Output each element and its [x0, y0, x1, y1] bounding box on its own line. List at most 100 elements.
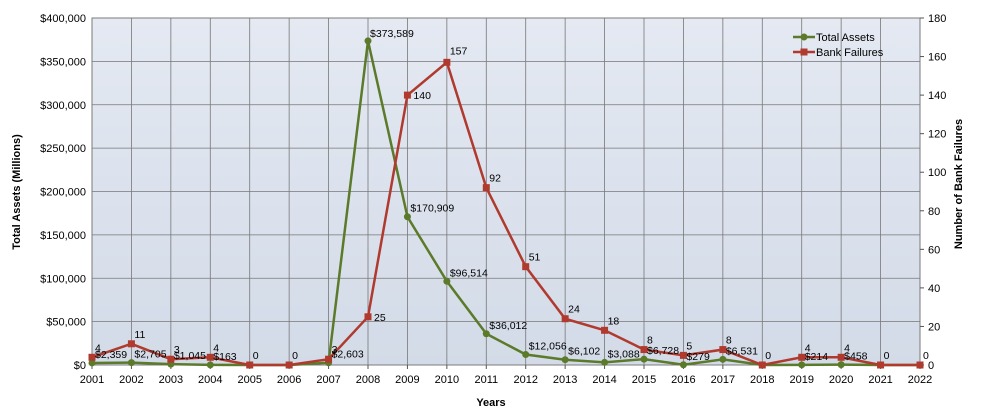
x-tick-label: 2018	[750, 374, 774, 386]
bank-failures-point	[443, 58, 451, 66]
bank-failures-point	[877, 361, 885, 369]
bank-failures-data-label: 3	[332, 344, 338, 356]
bank-failures-point	[916, 361, 924, 369]
total-assets-data-label: $6,531	[726, 345, 758, 357]
bank-failures-point	[798, 353, 806, 361]
x-tick-label: 2013	[553, 374, 577, 386]
x-axis-title: Years	[476, 397, 505, 409]
x-tick-label: 2007	[316, 374, 340, 386]
x-tick-label: 2012	[513, 374, 537, 386]
total-assets-data-label: $170,909	[410, 203, 454, 215]
total-assets-data-label: $3,088	[608, 348, 640, 360]
bank-failures-point	[522, 263, 530, 271]
y-right-tick-label: 180	[928, 13, 946, 25]
bank-failures-data-label: 0	[292, 350, 298, 362]
legend: Total Assets Bank Failures	[793, 32, 884, 59]
legend-label-total-assets: Total Assets	[816, 32, 875, 44]
x-tick-label: 2017	[711, 374, 735, 386]
y-left-tick-label: $100,000	[40, 273, 86, 285]
left-axis-ticks: $0 $50,000 $100,000 $150,000 $200,000 $250,00…	[40, 13, 86, 372]
x-tick-label: 2021	[868, 374, 892, 386]
x-tick-label: 2006	[277, 374, 301, 386]
y-left-tick-label: $400,000	[40, 13, 86, 25]
series-layer	[88, 37, 924, 369]
total-assets-point	[127, 359, 135, 367]
y-right-tick-label: 120	[928, 129, 946, 141]
x-tick-label: 2014	[592, 374, 616, 386]
total-assets-point	[679, 361, 687, 369]
bank-failures-point	[246, 361, 254, 369]
bank-failures-data-label: 140	[413, 90, 431, 102]
x-tick-label: 2016	[671, 374, 695, 386]
x-tick-label: 2010	[435, 374, 459, 386]
bank-failures-data-label: 4	[95, 342, 101, 354]
y-right-tick-label: 0	[928, 360, 934, 372]
bank-failures-data-label: 4	[844, 342, 850, 354]
y-right-tick-label: 60	[928, 244, 940, 256]
y-right-tick-label: 140	[928, 90, 946, 102]
x-tick-label: 2002	[119, 374, 143, 386]
legend-marker-total-assets	[800, 33, 808, 41]
total-assets-data-label: $163	[213, 351, 237, 363]
bank-failures-point	[206, 353, 214, 361]
bank-failures-point	[167, 355, 175, 363]
bank-failures-point	[285, 361, 293, 369]
total-assets-data-label: $6,728	[647, 345, 679, 357]
bank-failures-data-label: 0	[765, 350, 771, 362]
total-assets-point	[443, 277, 451, 285]
y-right-tick-label: 80	[928, 206, 940, 218]
bank-failures-point	[719, 346, 727, 354]
total-assets-point	[364, 37, 372, 45]
legend-label-bank-failures: Bank Failures	[816, 47, 884, 59]
total-assets-point	[206, 361, 214, 369]
bank-failures-point	[601, 326, 609, 334]
y-axis-left-title: Total Assets (Millions)	[11, 134, 23, 250]
x-tick-label: 2022	[908, 374, 932, 386]
total-assets-data-label: $373,589	[370, 28, 414, 40]
y-left-tick-label: $350,000	[40, 56, 86, 68]
right-axis-ticks: 0 20 40 60 80 100 120 140 160 180	[920, 13, 946, 372]
y-left-tick-label: $300,000	[40, 100, 86, 112]
y-left-tick-label: $250,000	[40, 143, 86, 155]
bank-failures-data-label: 5	[686, 340, 692, 352]
bank-failures-data-label: 0	[253, 350, 259, 362]
total-assets-point	[640, 355, 648, 363]
bank-failures-data-label: 4	[805, 342, 811, 354]
y-right-tick-label: 160	[928, 52, 946, 64]
bank-failures-point	[403, 91, 411, 99]
bank-failures-point	[127, 340, 135, 348]
x-tick-label: 2001	[80, 374, 104, 386]
total-assets-point	[522, 351, 530, 359]
bank-failures-data-label: 8	[647, 335, 653, 347]
bank-failures-data-label: 157	[450, 45, 468, 57]
bank-failures-point	[758, 361, 766, 369]
total-assets-data-label: $2,359	[95, 349, 127, 361]
total-assets-data-label: $36,012	[489, 320, 527, 332]
total-assets-data-label: $1,045	[174, 350, 206, 362]
total-assets-point	[601, 358, 609, 366]
total-assets-point	[798, 361, 806, 369]
bank-failures-data-label: 18	[608, 315, 620, 327]
bank-failures-point	[325, 355, 333, 363]
x-tick-label: 2008	[356, 374, 380, 386]
bank-failures-point	[640, 346, 648, 354]
total-assets-point	[719, 355, 727, 363]
total-assets-data-label: $12,056	[529, 341, 567, 353]
total-assets-data-label: $279	[686, 351, 710, 363]
x-tick-label: 2011	[474, 374, 498, 386]
x-tick-label: 2003	[159, 374, 183, 386]
bank-failures-data-label: 25	[374, 312, 386, 324]
y-right-tick-label: 20	[928, 321, 940, 333]
y-left-tick-label: $150,000	[40, 230, 86, 242]
x-tick-label: 2009	[395, 374, 419, 386]
total-assets-data-label: $2,603	[332, 349, 364, 361]
x-tick-label: 2020	[829, 374, 853, 386]
bank-failures-point	[364, 313, 372, 321]
x-tick-label: 2019	[789, 374, 813, 386]
x-tick-label: 2004	[198, 374, 222, 386]
data-labels: $2,359 $2,705 $1,045 $163 $2,603 $373,589 $170…	[95, 28, 929, 363]
bank-failures-data-label: 24	[568, 304, 580, 316]
bank-failures-point	[88, 353, 96, 361]
bank-failures-data-label: 11	[134, 329, 145, 341]
